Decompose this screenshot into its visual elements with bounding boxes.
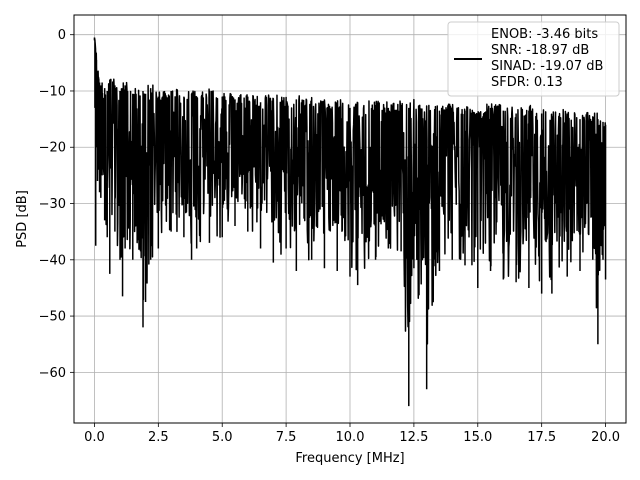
x-tick-label: 2.5 [148,430,169,445]
x-axis-label: Frequency [MHz] [295,451,404,466]
y-tick-label: −40 [39,253,66,268]
x-tick-label: 12.5 [399,430,428,445]
legend-entry-snr: SNR: -18.97 dB [491,43,589,58]
y-tick-label: −60 [39,366,66,381]
tick-layer: 0.0 2.5 5.0 7.5 10.0 12.5 15.0 17.5 20.0 0 −10 −20 −… [39,28,620,445]
legend-entry-enob: ENOB: -3.46 bits [491,27,598,42]
y-tick-label: −20 [39,141,66,156]
x-tick-label: 17.5 [527,430,556,445]
data-layer [93,37,607,407]
x-tick-label: 7.5 [276,430,297,445]
legend-entry-sinad: SINAD: -19.07 dB [491,59,603,74]
y-tick-label: −10 [39,84,66,99]
y-tick-label: −30 [39,197,66,212]
y-axis-label: PSD [dB] [15,190,30,248]
x-tick-label: 0.0 [84,430,105,445]
psd-series-line [93,37,607,407]
legend: ENOB: -3.46 bits SNR: -18.97 dB SINAD: -… [447,21,620,97]
legend-box [447,21,620,97]
y-tick-label: 0 [58,28,66,43]
x-tick-label: 10.0 [336,430,365,445]
x-tick-label: 5.0 [212,430,233,445]
x-tick-label: 15.0 [463,430,492,445]
y-tick-label: −50 [39,310,66,325]
legend-entry-sfdr: SFDR: 0.13 [491,75,563,90]
x-tick-label: 20.0 [591,430,620,445]
